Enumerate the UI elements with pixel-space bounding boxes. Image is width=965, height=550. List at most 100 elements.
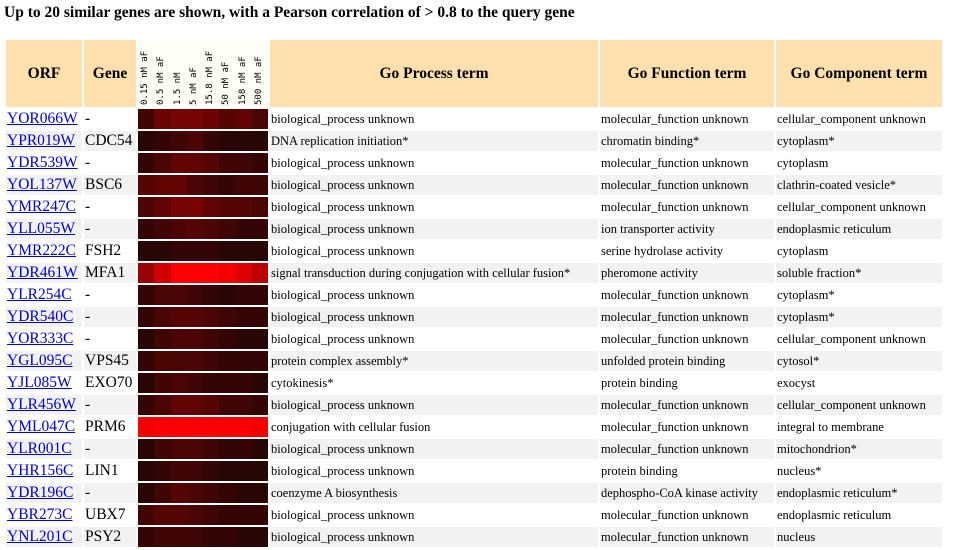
go-function-term: dephospho-CoA kinase activity (600, 483, 774, 503)
heatmap-cell (170, 483, 187, 503)
heatmap-cell (219, 241, 236, 261)
orf-link[interactable]: YMR222C (7, 242, 76, 259)
orf-link[interactable]: YOR066W (7, 110, 78, 127)
gene-name: - (84, 483, 136, 503)
go-component-term: soluble fraction* (776, 263, 942, 283)
orf-link[interactable]: YLR254C (7, 286, 72, 303)
heatmap-cell (235, 285, 252, 305)
orf-link[interactable]: YDR540C (7, 308, 74, 325)
heatmap-cell (219, 131, 236, 151)
header-concentrations: 0.15 nM aF 0.5 nM aF 1.5 nM 5 nM aF 15.8 nM … (138, 40, 268, 107)
orf-cell: YMR222C (6, 241, 82, 261)
orf-link[interactable]: YPR019W (7, 132, 76, 149)
concentration-label-text: 50 nM aF (221, 61, 232, 105)
heatmap-cell (203, 307, 220, 327)
orf-link[interactable]: YDR539W (7, 154, 78, 171)
heatmap-cell (219, 395, 236, 415)
heatmap-cell (186, 131, 203, 151)
gene-name: UBX7 (84, 505, 136, 525)
orf-link[interactable]: YOR333C (7, 330, 74, 347)
orf-cell: YMR247C (6, 197, 82, 217)
heatmap-cell (138, 153, 155, 173)
heatmap-cell (138, 197, 155, 217)
heatmap-cell (219, 373, 236, 393)
heatmap-cell (154, 527, 171, 547)
expression-heatmap (138, 241, 268, 261)
orf-link[interactable]: YHR156C (7, 462, 74, 479)
heatmap-cell (138, 175, 155, 195)
heatmap-cell (251, 505, 268, 525)
go-component-term: nucleus* (776, 461, 942, 481)
heatmap-cell (154, 329, 171, 349)
heatmap-cell (203, 351, 220, 371)
heatmap-strip (138, 241, 268, 261)
heatmap-cell (170, 505, 187, 525)
heatmap-cell (235, 175, 252, 195)
go-function-term: molecular_function unknown (600, 307, 774, 327)
heatmap-cell (251, 461, 268, 481)
go-process-term: biological_process unknown (270, 197, 598, 217)
heatmap-cell (203, 175, 220, 195)
expression-heatmap (138, 109, 268, 129)
orf-link[interactable]: YDR461W (7, 264, 78, 281)
gene-name: MFA1 (84, 263, 136, 283)
go-component-term: cellular_component unknown (776, 395, 942, 415)
concentration-label-text: 1.5 nM (172, 72, 183, 105)
orf-link[interactable]: YNL201C (7, 528, 73, 545)
go-component-term: endoplasmic reticulum (776, 505, 942, 525)
concentration-label: 1.5 nM (171, 42, 187, 105)
go-process-term: signal transduction during conjugation w… (270, 263, 598, 283)
go-function-term: serine hydrolase activity (600, 241, 774, 261)
go-process-term: cytokinesis* (270, 373, 598, 393)
heatmap-cell (154, 505, 171, 525)
orf-cell: YML047C (6, 417, 82, 437)
go-function-term: ion transporter activity (600, 219, 774, 239)
concentration-label: 15.8 nM aF (203, 42, 219, 105)
gene-name: - (84, 395, 136, 415)
heatmap-strip (138, 285, 268, 305)
heatmap-cell (138, 461, 155, 481)
expression-heatmap (138, 395, 268, 415)
expression-heatmap (138, 373, 268, 393)
heatmap-cell (170, 461, 187, 481)
heatmap-cell (203, 241, 220, 261)
heatmap-cell (203, 219, 220, 239)
go-component-term: mitochondrion* (776, 439, 942, 459)
expression-heatmap (138, 131, 268, 151)
gene-name: VPS45 (84, 351, 136, 371)
heatmap-cell (186, 505, 203, 525)
orf-link[interactable]: YOL137W (7, 176, 77, 193)
heatmap-cell (203, 109, 220, 129)
orf-link[interactable]: YLR456W (7, 396, 76, 413)
heatmap-cell (203, 395, 220, 415)
orf-link[interactable]: YLR001C (7, 440, 72, 457)
heatmap-cell (203, 285, 220, 305)
gene-name: - (84, 109, 136, 129)
gene-name: LIN1 (84, 461, 136, 481)
heatmap-strip (138, 307, 268, 327)
orf-link[interactable]: YGL095C (7, 352, 73, 369)
orf-link[interactable]: YDR196C (7, 484, 74, 501)
heatmap-cell (219, 527, 236, 547)
heatmap-cell (251, 241, 268, 261)
orf-link[interactable]: YLL055W (7, 220, 76, 237)
heatmap-strip (138, 263, 268, 283)
gene-name: FSH2 (84, 241, 136, 261)
heatmap-cell (203, 439, 220, 459)
heatmap-cell (219, 483, 236, 503)
heatmap-cell (251, 439, 268, 459)
orf-link[interactable]: YJL085W (7, 374, 72, 391)
heatmap-cell (186, 351, 203, 371)
heatmap-cell (203, 483, 220, 503)
heatmap-cell (251, 109, 268, 129)
heatmap-cell (219, 263, 236, 283)
expression-heatmap (138, 285, 268, 305)
go-component-term: cytoplasm (776, 153, 942, 173)
heatmap-cell (235, 109, 252, 129)
concentration-label: 0.15 nM aF (138, 42, 154, 105)
orf-link[interactable]: YML047C (7, 418, 76, 435)
go-function-term: molecular_function unknown (600, 329, 774, 349)
similar-genes-table: ORF Gene 0.15 nM aF 0.5 nM aF 1.5 nM 5 nM a… (4, 38, 944, 549)
orf-link[interactable]: YBR273C (7, 506, 73, 523)
orf-link[interactable]: YMR247C (7, 198, 76, 215)
